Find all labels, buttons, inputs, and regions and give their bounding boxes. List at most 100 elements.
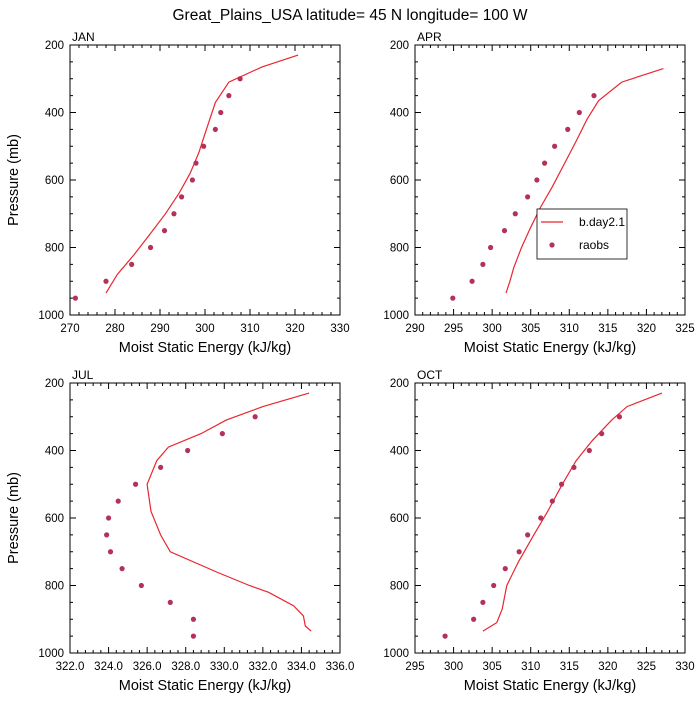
raob-point: [189, 177, 195, 183]
panel-oct: OCT 295 300 305 310 315 320 325 330 200 400 600 800 1…: [383, 368, 694, 694]
raob-point: [129, 261, 135, 267]
y-tick-label: 800: [45, 581, 64, 593]
x-tick-label: 336.0: [326, 661, 355, 673]
raob-point: [132, 481, 139, 487]
raob-point: [586, 447, 592, 454]
plot-frame: [69, 44, 341, 316]
raob-point: [115, 498, 121, 504]
panel-label: OCT: [417, 368, 443, 382]
raob-point: [491, 582, 497, 589]
x-tick-label: 330: [330, 323, 349, 335]
raob-point: [599, 431, 605, 437]
y-tick-label: 1000: [38, 648, 64, 660]
x-tick-label: 300: [195, 323, 214, 335]
raob-point: [105, 515, 112, 521]
y-tick-label: 200: [45, 378, 64, 390]
x-tick-label: 310: [560, 323, 579, 335]
model-line-series: [505, 68, 664, 294]
legend-marker-swatch: [549, 242, 555, 248]
raob-point: [179, 194, 185, 200]
raob-point: [565, 126, 571, 132]
x-tick-label: 328.0: [171, 661, 200, 673]
raob-point: [480, 599, 486, 605]
raob-point: [193, 160, 199, 166]
y-tick-label: 400: [390, 108, 409, 120]
y-tick-label: 200: [390, 40, 409, 52]
y-tick-label: 800: [45, 243, 64, 255]
legend: b.day2.1 raobs: [536, 208, 628, 260]
figure-title: Great_Plains_USA latitude= 45 N longitud…: [172, 7, 527, 24]
plot-frame: [414, 382, 686, 654]
raob-point: [552, 143, 558, 149]
raob-point: [190, 616, 197, 622]
raob-point: [516, 549, 522, 555]
raob-point: [107, 549, 114, 555]
x-tick-label: 325: [637, 661, 656, 673]
raob-point: [538, 515, 544, 521]
plot-frame: [414, 44, 686, 316]
raob-point: [190, 633, 197, 639]
series-group: [442, 392, 663, 639]
x-axis-title: Moist Static Energy (kJ/kg): [464, 678, 636, 694]
raob-point: [549, 498, 555, 504]
y-tick-label: 200: [45, 40, 64, 52]
x-tick-label: 325: [675, 323, 694, 335]
y-tick-label: 400: [390, 446, 409, 458]
raob-point: [237, 76, 243, 82]
raob-point: [147, 244, 154, 251]
y-tick-label: 400: [45, 446, 64, 458]
raob-point: [72, 295, 78, 301]
x-axis-title: Moist Static Energy (kJ/kg): [119, 340, 291, 356]
y-tick-label: 1000: [38, 310, 64, 322]
y-tick-label: 600: [45, 175, 64, 187]
y-tick-label: 800: [390, 581, 409, 593]
raob-point: [471, 616, 477, 622]
y-tick-label: 400: [45, 108, 64, 120]
y-tick-label: 600: [45, 513, 64, 525]
raob-point: [158, 464, 164, 470]
raob-point: [212, 126, 218, 132]
y-axis-title: Pressure (mb): [6, 134, 22, 226]
model-line-series: [482, 392, 663, 632]
raob-point: [104, 532, 110, 538]
x-tick-label: 330: [675, 661, 694, 673]
x-tick-label: 290: [150, 323, 169, 335]
x-tick-label: 315: [598, 323, 617, 335]
raob-point: [542, 160, 548, 166]
raob-point: [442, 633, 448, 639]
raob-point: [571, 464, 577, 470]
y-axis-title: Pressure (mb): [6, 472, 22, 564]
raob-point: [103, 278, 109, 284]
x-tick-label: 326.0: [133, 661, 162, 673]
raob-point: [512, 211, 518, 217]
x-tick-label: 315: [560, 661, 579, 673]
y-tick-label: 200: [390, 378, 409, 390]
raob-point: [171, 211, 177, 217]
series-group: [450, 68, 664, 301]
raob-point: [185, 447, 191, 454]
x-tick-label: 330.0: [210, 661, 239, 673]
raob-point: [488, 244, 494, 251]
model-line-series: [105, 54, 299, 294]
legend-label: raobs: [579, 238, 609, 252]
x-tick-label: 334.0: [287, 661, 316, 673]
raob-point: [558, 481, 565, 487]
panel-jul: JUL 322.0 324.0 326.0 328.0 330.0 332.0 334.0 33…: [6, 368, 354, 694]
panel-label: JUL: [72, 368, 94, 382]
panel-jan: JAN 270 280 290 300 310 320 330 200 400 600 800 1000…: [6, 30, 350, 356]
panel-apr: APR 290 295 300 305 310 315 320 325 200 400 600 800 1…: [383, 30, 694, 356]
model-line-series: [146, 392, 312, 632]
raob-point: [201, 143, 207, 149]
raob-point: [119, 566, 125, 572]
raob-point: [252, 414, 258, 420]
x-axis-title: Moist Static Energy (kJ/kg): [464, 340, 636, 356]
raob-point: [219, 431, 225, 437]
legend-box: [536, 208, 628, 260]
raob-point: [226, 93, 232, 99]
series-group: [72, 54, 299, 301]
x-tick-label: 295: [444, 323, 463, 335]
y-tick-label: 1000: [383, 648, 409, 660]
y-tick-label: 600: [390, 513, 409, 525]
raob-point: [576, 109, 582, 116]
